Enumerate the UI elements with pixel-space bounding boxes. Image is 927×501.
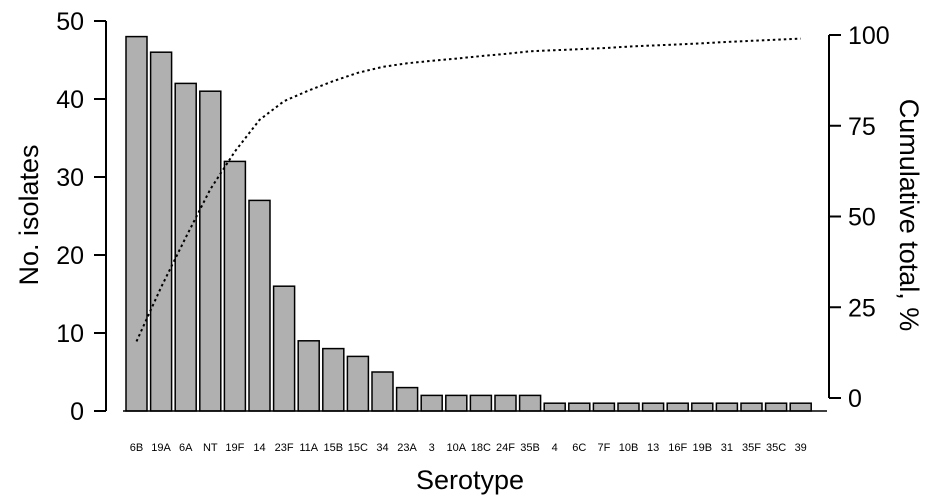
x-tick-label-19F: 19F <box>225 442 244 454</box>
x-tick-label-4: 4 <box>552 442 558 454</box>
bar-15C <box>346 355 370 412</box>
x-tick-label-18C: 18C <box>471 442 491 454</box>
x-tick-label-19A: 19A <box>151 442 171 454</box>
bar-11A <box>297 340 320 412</box>
x-tick-label-23A: 23A <box>397 442 417 454</box>
bar-NT <box>199 90 222 412</box>
bar-23F <box>272 285 296 412</box>
x-tick-label-3: 3 <box>429 442 435 454</box>
axes-layer: 0 10 20 30 40 50 0 25 50 75 100 6B 19A 6A NT 19F 14 23F 11… <box>56 8 890 454</box>
x-tick-label-6A: 6A <box>179 442 193 454</box>
x-tick-label-35B: 35B <box>520 442 540 454</box>
bar-10A <box>445 394 468 412</box>
x-tick-label-23F: 23F <box>275 442 294 454</box>
x-tick-label-35C: 35C <box>766 442 786 454</box>
y2-tick-label-0: 0 <box>848 385 862 413</box>
bar-19A <box>149 51 173 412</box>
bar-19F <box>223 160 247 412</box>
x-tick-label-10B: 10B <box>619 442 639 454</box>
y-tick-label-0: 0 <box>70 398 84 426</box>
x-axis-title: Serotype <box>416 465 524 495</box>
bar-18C <box>469 394 493 412</box>
x-tick-label-14: 14 <box>253 442 265 454</box>
x-tick-label-39: 39 <box>795 442 807 454</box>
x-tick-label-10A: 10A <box>447 442 467 454</box>
bar-7F <box>592 402 616 412</box>
x-tick-label-13: 13 <box>647 442 659 454</box>
bar-24F <box>494 394 517 412</box>
x-tick-label-16F: 16F <box>668 442 687 454</box>
x-tick-label-19B: 19B <box>693 442 713 454</box>
bar-35F <box>740 402 763 412</box>
y-tick-label-50: 50 <box>56 8 84 36</box>
y-tick-label-40: 40 <box>56 86 84 114</box>
x-tick-label-11A: 11A <box>299 442 318 454</box>
x-tick-label-7F: 7F <box>597 442 610 454</box>
y2-axis-title: Cumulative total, % <box>894 99 924 332</box>
bar-4 <box>543 402 566 412</box>
x-tick-label-15C: 15C <box>348 442 368 454</box>
x-tick-label-6C: 6C <box>572 442 586 454</box>
bar-13 <box>641 402 665 412</box>
bar-16F <box>666 402 689 412</box>
y-tick-label-30: 30 <box>56 164 84 192</box>
bar-14 <box>248 199 271 412</box>
x-tick-label-31: 31 <box>721 442 733 454</box>
y2-tick-label-100: 100 <box>848 22 890 50</box>
bar-31 <box>715 402 739 412</box>
y2-tick-label-25: 25 <box>848 294 876 322</box>
bar-6C <box>568 402 591 412</box>
y-tick-label-10: 10 <box>56 320 84 348</box>
y2-tick-label-75: 75 <box>848 113 876 141</box>
y-axis-title: No. isolates <box>14 144 44 285</box>
bar-23A <box>395 386 419 412</box>
x-tick-label-24F: 24F <box>496 442 515 454</box>
bars-layer <box>125 35 812 412</box>
bar-6B <box>125 35 148 412</box>
bar-39 <box>789 402 812 412</box>
x-tick-label-15B: 15B <box>324 442 344 454</box>
x-tick-label-34: 34 <box>376 442 388 454</box>
x-tick-label-35F: 35F <box>742 442 761 454</box>
bar-3 <box>420 394 443 412</box>
bar-19B <box>691 402 714 412</box>
bar-34 <box>371 371 394 412</box>
bar-6A <box>174 82 197 412</box>
bar-35C <box>764 402 788 412</box>
x-tick-label-6B: 6B <box>130 442 143 454</box>
bar-15B <box>322 347 345 412</box>
bar-35B <box>518 394 542 412</box>
bar-10B <box>617 402 640 412</box>
x-tick-label-NT: NT <box>203 442 218 454</box>
y2-tick-label-50: 50 <box>848 204 876 232</box>
y-tick-label-20: 20 <box>56 242 84 270</box>
